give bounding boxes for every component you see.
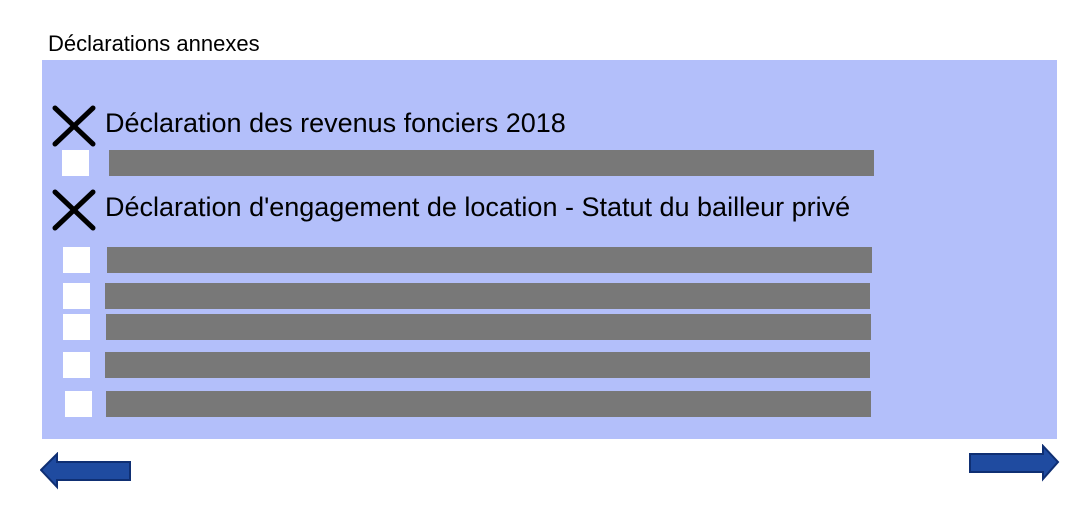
redacted-option-label [109, 150, 874, 176]
option-checkbox[interactable] [63, 352, 90, 378]
option-checkbox[interactable] [63, 247, 90, 273]
option-checkbox[interactable] [65, 391, 92, 417]
redacted-option-row[interactable] [63, 283, 870, 309]
declaration-option-private-landlord[interactable]: Déclaration d'engagement de location - S… [42, 182, 1022, 231]
redacted-option-label [105, 352, 870, 378]
declaration-option-label: Déclaration d'engagement de location - S… [105, 192, 851, 222]
redacted-option-row[interactable] [65, 391, 871, 417]
declaration-option-label: Déclaration des revenus fonciers 2018 [105, 108, 566, 138]
arrow-right-icon [969, 444, 1060, 482]
declaration-options-panel: Déclaration des revenus fonciers 2018 Dé… [42, 60, 1057, 439]
redacted-option-row[interactable] [63, 314, 871, 340]
redacted-option-label [105, 283, 870, 309]
next-button[interactable] [968, 444, 1060, 482]
redacted-option-label [107, 247, 872, 273]
checked-x-icon [52, 189, 96, 231]
previous-button[interactable] [40, 452, 132, 490]
declaration-option-rental-income[interactable]: Déclaration des revenus fonciers 2018 [42, 98, 1022, 147]
page-title: Déclarations annexes [48, 31, 260, 56]
redacted-option-row[interactable] [63, 352, 870, 378]
redacted-option-label [106, 314, 871, 340]
redacted-option-row[interactable] [63, 247, 872, 273]
option-checkbox[interactable] [62, 150, 89, 176]
redacted-option-row[interactable] [62, 150, 874, 176]
redacted-option-label [106, 391, 871, 417]
arrow-left-icon [40, 452, 131, 490]
option-checkbox[interactable] [63, 283, 90, 309]
option-checkbox[interactable] [63, 314, 90, 340]
checked-x-icon [52, 105, 96, 147]
